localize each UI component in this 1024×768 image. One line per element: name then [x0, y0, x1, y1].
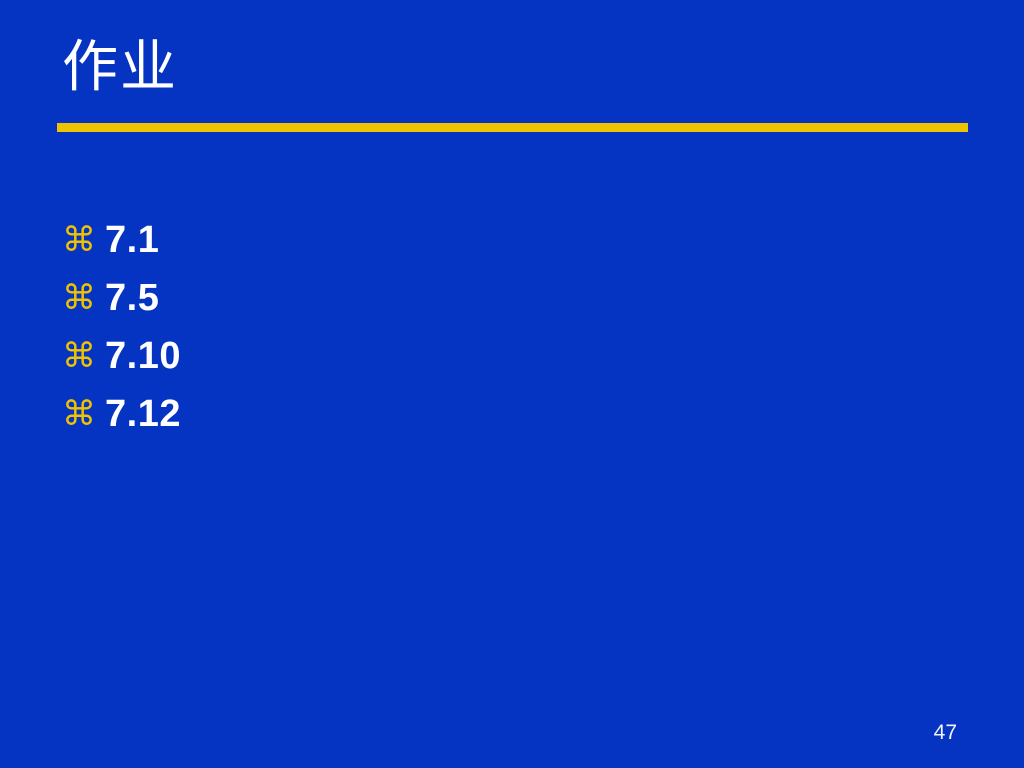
command-bullet-icon: ⌘ [62, 394, 96, 434]
page-number: 47 [933, 721, 957, 744]
list-item: ⌘ 7.12 [62, 385, 181, 443]
list-item: ⌘ 7.10 [62, 327, 181, 385]
list-item: ⌘ 7.1 [62, 211, 181, 269]
list-item: ⌘ 7.5 [62, 269, 181, 327]
command-bullet-icon: ⌘ [62, 278, 96, 318]
command-bullet-icon: ⌘ [62, 220, 96, 260]
bullet-list: ⌘ 7.1 ⌘ 7.5 ⌘ 7.10 ⌘ 7.12 [62, 211, 181, 443]
title-divider-rule [57, 123, 968, 132]
list-item-text: 7.5 [105, 277, 160, 319]
list-item-text: 7.10 [105, 335, 181, 377]
list-item-text: 7.12 [105, 393, 181, 435]
slide-title: 作业 [62, 37, 178, 99]
list-item-text: 7.1 [105, 219, 160, 261]
command-bullet-icon: ⌘ [62, 336, 96, 376]
